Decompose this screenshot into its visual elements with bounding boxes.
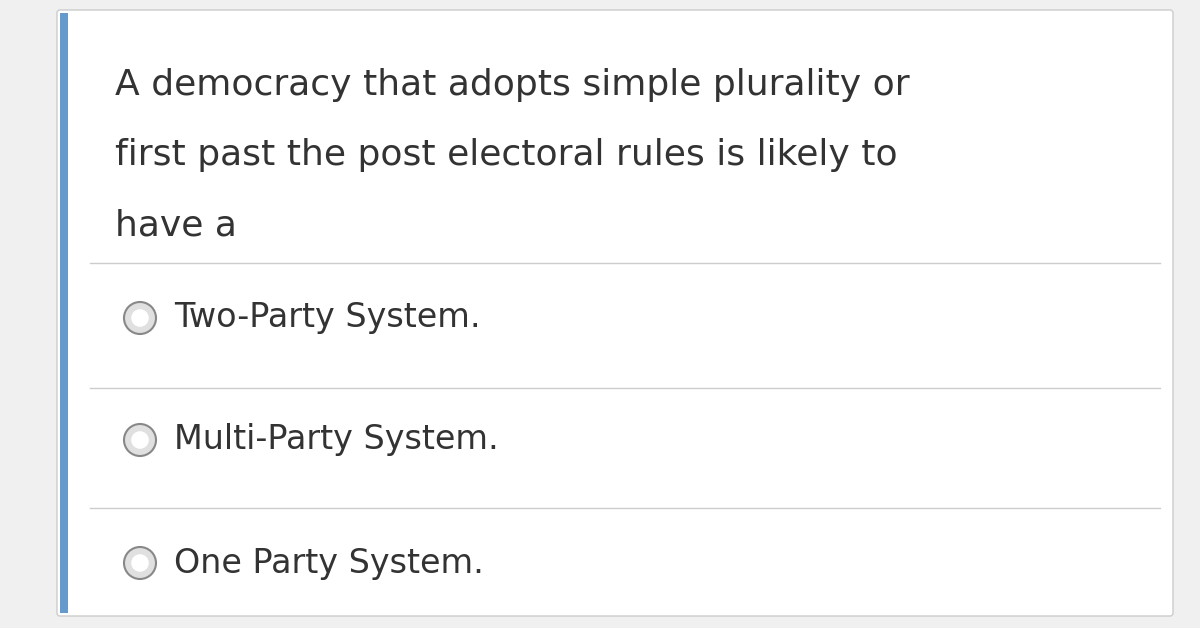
Circle shape bbox=[124, 424, 156, 456]
Circle shape bbox=[131, 554, 149, 572]
Text: Multi-Party System.: Multi-Party System. bbox=[174, 423, 499, 457]
FancyBboxPatch shape bbox=[58, 10, 1174, 616]
Circle shape bbox=[124, 302, 156, 334]
Text: Two-Party System.: Two-Party System. bbox=[174, 301, 481, 335]
Text: One Party System.: One Party System. bbox=[174, 546, 484, 580]
Circle shape bbox=[131, 431, 149, 449]
Text: A democracy that adopts simple plurality or: A democracy that adopts simple plurality… bbox=[115, 68, 910, 102]
Circle shape bbox=[131, 309, 149, 327]
Circle shape bbox=[124, 547, 156, 579]
Text: first past the post electoral rules is likely to: first past the post electoral rules is l… bbox=[115, 138, 898, 172]
Bar bbox=[60, 13, 68, 613]
Text: have a: have a bbox=[115, 208, 236, 242]
